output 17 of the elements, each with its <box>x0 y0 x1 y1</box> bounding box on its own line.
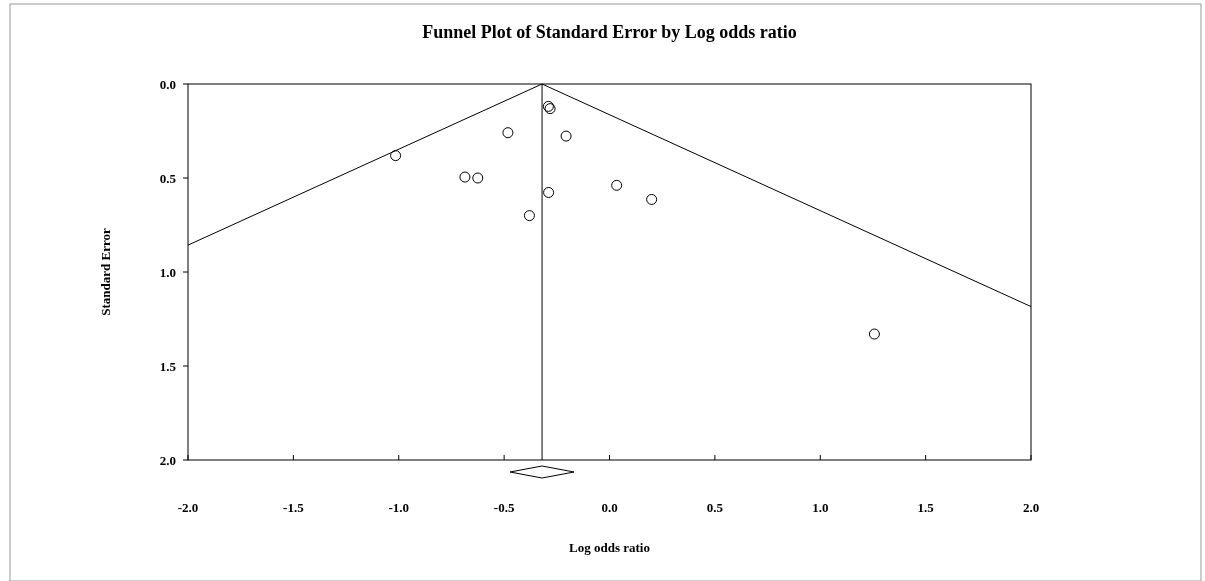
y-tick-label: 1.0 <box>159 265 176 280</box>
x-tick-label: 1.5 <box>917 500 935 515</box>
y-tick-label: 2.0 <box>159 453 176 468</box>
y-tick-label: 1.5 <box>159 359 177 374</box>
y-tick-label: 0.0 <box>159 77 176 92</box>
y-tick-label: 0.5 <box>159 171 177 186</box>
x-tick-label: 0.0 <box>601 500 618 515</box>
x-tick-label: 0.5 <box>706 500 724 515</box>
x-tick-label: 1.0 <box>812 500 829 515</box>
x-tick-label: 2.0 <box>1022 500 1040 515</box>
x-tick-label: -1.5 <box>283 500 305 515</box>
x-tick-label: -0.5 <box>493 500 515 515</box>
y-axis-title: Standard Error <box>98 228 113 316</box>
x-tick-label: -2.0 <box>177 500 199 515</box>
x-axis-title: Log odds ratio <box>569 540 650 555</box>
x-tick-label: -1.0 <box>388 500 410 515</box>
chart-title: Funnel Plot of Standard Error by Log odds ratio <box>422 22 797 42</box>
